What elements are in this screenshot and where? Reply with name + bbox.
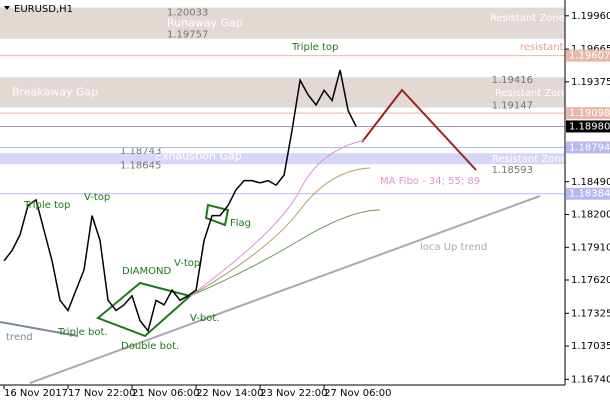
x-tick-label: 22 Nov 14:00 xyxy=(196,388,263,399)
price-level-box xyxy=(566,49,610,62)
ma-34 xyxy=(189,139,366,297)
zone-low-label: 1.19147 xyxy=(492,101,533,112)
y-tick-label: 1.17910 xyxy=(571,242,610,253)
price-level-label: 1.19607 xyxy=(569,51,610,62)
y-tick-label: 1.17325 xyxy=(571,308,610,319)
price-level-label: 1.18384 xyxy=(569,189,610,200)
annotation: Triple bot. xyxy=(57,327,108,338)
annotation: Flag xyxy=(230,218,251,229)
price-line xyxy=(3,69,357,333)
y-tick-label: 1.19375 xyxy=(571,77,610,88)
projection xyxy=(361,88,477,171)
annotation: trend xyxy=(6,332,33,343)
x-tick-label: 23 Nov 22:00 xyxy=(260,388,327,399)
y-tick-label: 1.17035 xyxy=(571,341,610,352)
plot-area xyxy=(0,0,565,385)
price-level-box xyxy=(566,120,610,133)
annotation: Resistant Zone xyxy=(495,88,570,99)
price-level-box xyxy=(566,187,610,200)
zone-low-label: 1.18645 xyxy=(120,160,161,171)
down-trend-line xyxy=(0,321,79,337)
zone-label: Breakaway Gap xyxy=(12,85,98,98)
zone-note: 1.18593 xyxy=(492,165,533,176)
zone-label: Exhaustion Gap xyxy=(155,150,242,163)
annotation: Resistant Zone xyxy=(490,13,565,24)
x-tick-label: 27 Nov 06:00 xyxy=(324,388,391,399)
annotation: DIAMOND xyxy=(122,266,171,277)
price-level-label: 1.19098 xyxy=(569,108,610,119)
y-tick-label: 1.18200 xyxy=(571,210,610,221)
up-trend-line xyxy=(29,195,541,384)
annotation: Triple top xyxy=(23,200,70,211)
y-tick-label: 1.17620 xyxy=(571,275,610,286)
chart-title: EURUSD,H1 xyxy=(14,4,73,15)
annotation: Triple top xyxy=(291,42,338,53)
title-arrow xyxy=(4,6,10,10)
zone xyxy=(0,153,565,165)
zone xyxy=(0,7,565,39)
annotation: V-top xyxy=(84,192,110,203)
x-tick-label: 17 Nov 22:00 xyxy=(68,388,135,399)
zone-high-label: 1.20033 xyxy=(167,8,208,19)
y-tick-label: 1.16740 xyxy=(571,374,610,385)
zone-low-label: 1.19757 xyxy=(167,30,208,41)
y-tick-label: 1.19665 xyxy=(571,44,610,55)
zone-high-label: 1.18743 xyxy=(120,146,161,157)
ma-55 xyxy=(189,167,371,297)
zone xyxy=(0,77,565,108)
zone-high-label: 1.19416 xyxy=(492,75,533,86)
price-level-label: 1.18794 xyxy=(569,142,610,153)
annotation: V-top xyxy=(174,258,200,269)
annotation: MA Fibo - 34; 55; 89 xyxy=(380,176,480,187)
y-tick-label: 1.19960 xyxy=(571,11,610,22)
price-level-box xyxy=(566,141,610,154)
x-tick-label: 21 Nov 06:00 xyxy=(132,388,199,399)
y-tick-label: 1.18490 xyxy=(571,177,610,188)
price-level-label: 1.18980 xyxy=(569,121,610,132)
annotation: V-bot. xyxy=(190,313,219,324)
ma-89 xyxy=(189,209,381,297)
price-level-box xyxy=(566,107,610,120)
annotation: loca Up trend xyxy=(420,242,487,253)
annotation: Double bot. xyxy=(121,341,179,352)
annotation: Resistant Zone xyxy=(492,154,567,165)
x-tick-label: 16 Nov 2017 xyxy=(4,388,68,399)
annotation: resistant xyxy=(520,42,564,53)
flag xyxy=(204,203,230,227)
zone-label: Runaway Gap xyxy=(167,17,243,30)
